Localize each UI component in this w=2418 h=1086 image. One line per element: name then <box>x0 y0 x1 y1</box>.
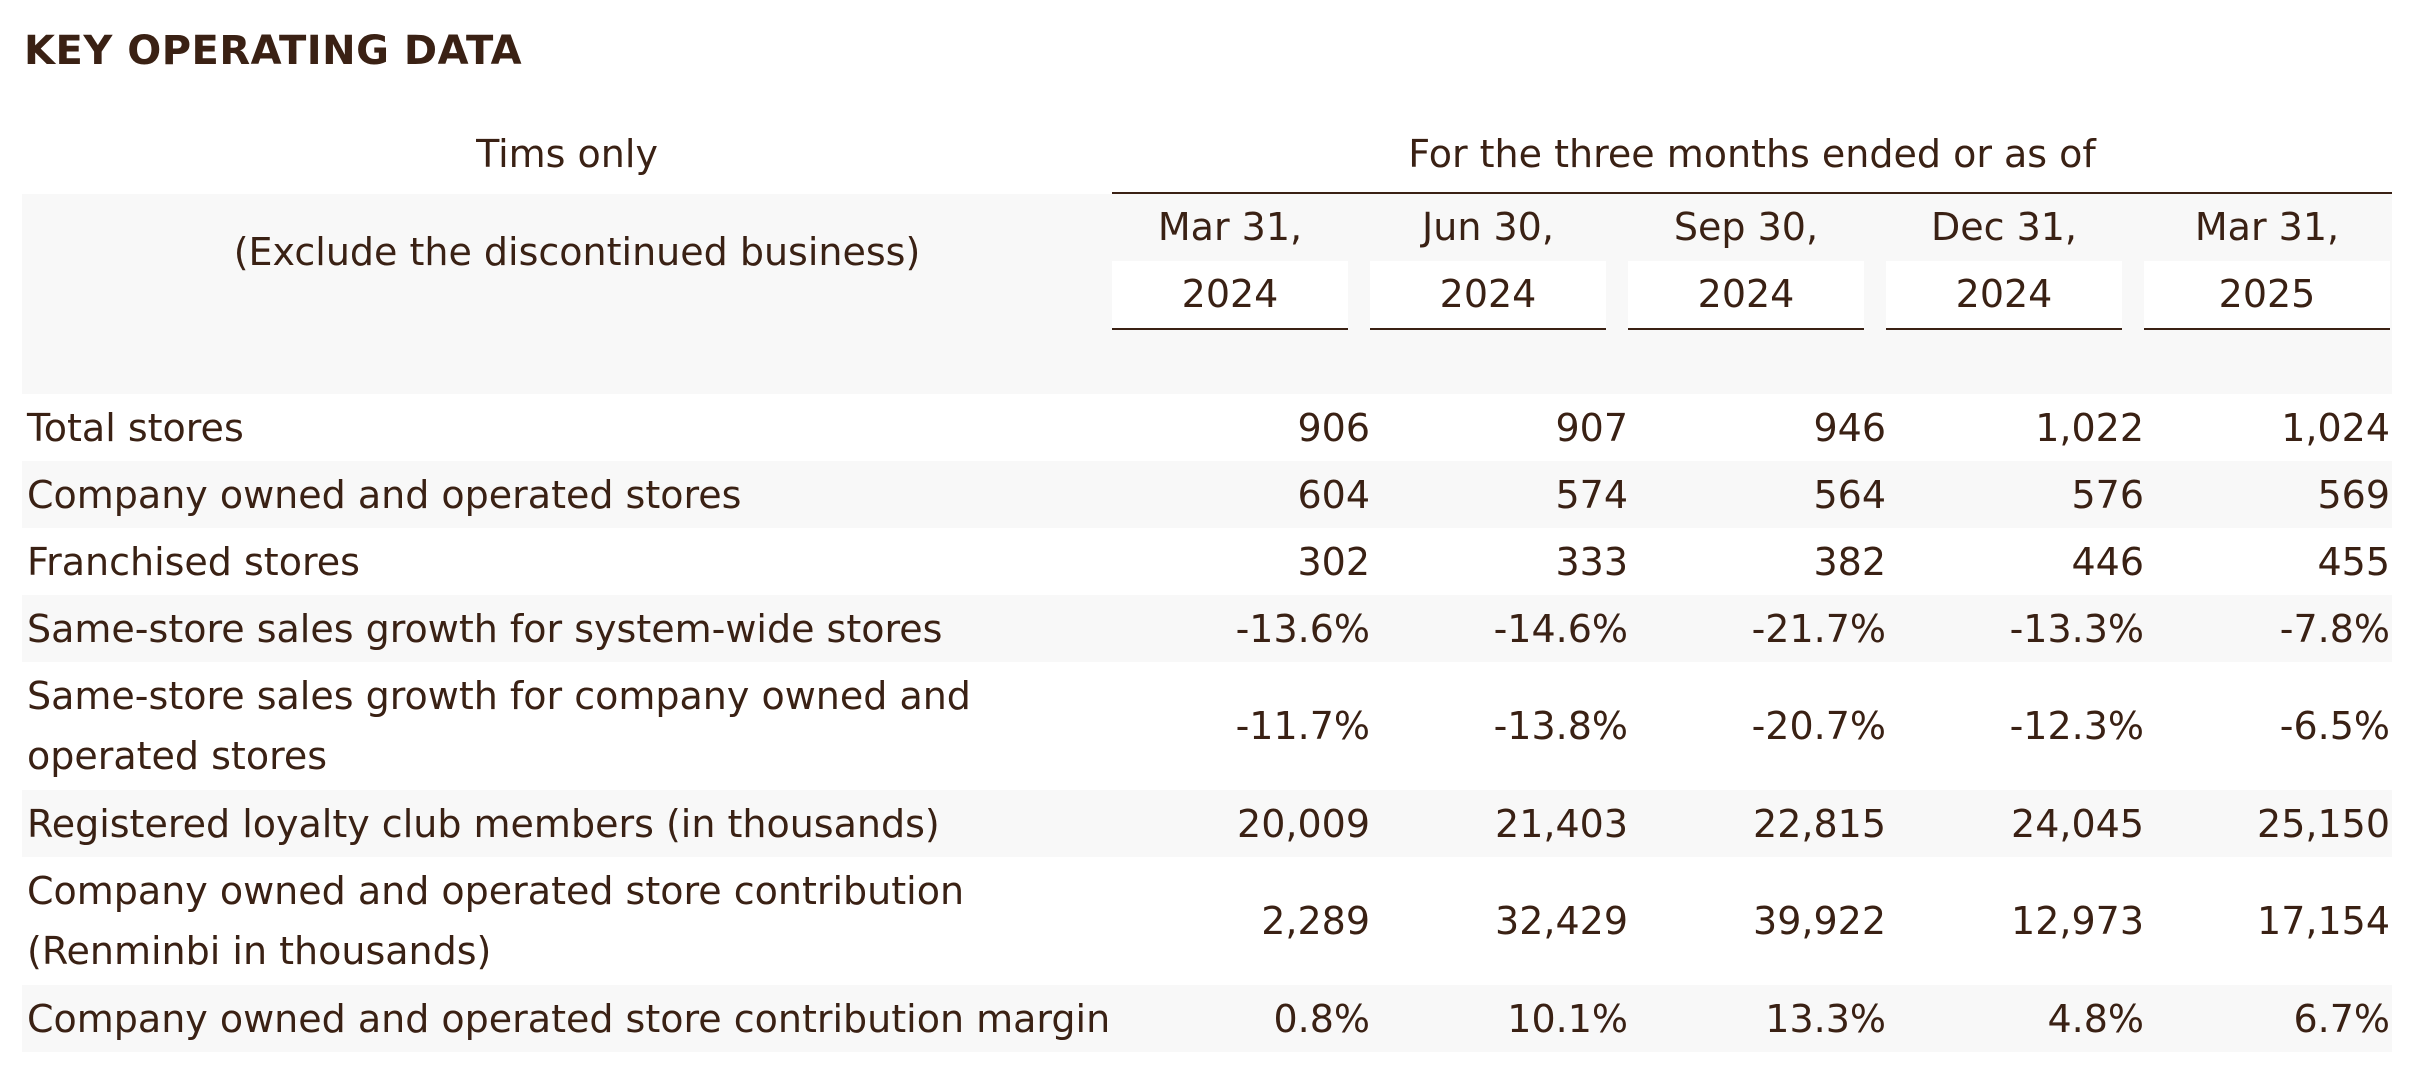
row-value: 21,403 <box>1495 801 1628 846</box>
table-row-total-stores: Total stores 906 907 946 1,022 1,024 <box>22 394 2392 461</box>
row-value: 2,289 <box>1261 899 1370 943</box>
row-value: 906 <box>1297 405 1370 450</box>
table-row-franchised-stores: Franchised stores 302 333 382 446 455 <box>22 528 2392 595</box>
row-value: 576 <box>2071 472 2144 517</box>
row-label: Total stores <box>27 405 244 450</box>
operating-data-table: Tims only For the three months ended or … <box>22 120 2392 1052</box>
exclude-note: (Exclude the discontinued business) <box>233 230 921 274</box>
row-value: 604 <box>1297 472 1370 517</box>
column-header-q2-2024: Jun 30, 2024 <box>1370 194 1606 330</box>
column-header-year: 2024 <box>1886 261 2122 328</box>
row-value: 446 <box>2071 539 2144 584</box>
row-value: 10.1% <box>1507 996 1628 1041</box>
column-header-date: Jun 30, <box>1422 205 1554 249</box>
tims-only-label: Tims only <box>476 132 658 176</box>
row-value: -20.7% <box>1751 704 1886 748</box>
table-row-sss-growth-system-wide: Same-store sales growth for system-wide … <box>22 595 2392 662</box>
table-row-sss-growth-company-owned: Same-store sales growth for company owne… <box>22 662 2392 790</box>
row-value: -12.3% <box>2009 704 2144 748</box>
row-value: 574 <box>1555 472 1628 517</box>
row-label: Company owned and operated stores <box>27 472 742 517</box>
row-value: 12,973 <box>2011 899 2144 943</box>
row-value: -6.5% <box>2279 704 2390 748</box>
row-value: 6.7% <box>2293 996 2390 1041</box>
column-header-year: 2024 <box>1628 261 1864 328</box>
row-value: 13.3% <box>1765 996 1886 1041</box>
column-header-date: Sep 30, <box>1673 205 1819 249</box>
row-value: 20,009 <box>1237 801 1370 846</box>
row-value: -13.3% <box>2009 606 2144 651</box>
column-header-q1-2025: Mar 31, 2025 <box>2144 194 2390 330</box>
row-value: 569 <box>2317 472 2390 517</box>
row-value: -21.7% <box>1751 606 1886 651</box>
header-rule <box>1112 192 2392 194</box>
row-value: 17,154 <box>2257 899 2390 943</box>
row-value: 1,022 <box>2035 405 2144 450</box>
column-header-date: Mar 31, <box>2194 205 2340 249</box>
row-value: -7.8% <box>2279 606 2390 651</box>
table-header-top: Tims only For the three months ended or … <box>22 120 2392 194</box>
row-value: 39,922 <box>1753 899 1886 943</box>
row-label: Same-store sales growth for system-wide … <box>27 606 943 651</box>
column-header-year: 2024 <box>1112 261 1348 328</box>
table-row-loyalty-members: Registered loyalty club members (in thou… <box>22 790 2392 857</box>
row-label: Franchised stores <box>27 539 360 584</box>
row-value: 4.8% <box>2047 996 2144 1041</box>
column-header-date: Mar 31, <box>1157 205 1303 249</box>
row-value: 302 <box>1297 539 1370 584</box>
row-label: Same-store sales growth for company owne… <box>27 674 971 778</box>
table-row-store-contribution: Company owned and operated store contrib… <box>22 857 2392 985</box>
row-value: -11.7% <box>1235 704 1370 748</box>
row-value: 1,024 <box>2281 405 2390 450</box>
row-label: Company owned and operated store contrib… <box>27 869 965 973</box>
table-row-contribution-margin: Company owned and operated store contrib… <box>22 985 2392 1052</box>
row-value: 24,045 <box>2011 801 2144 846</box>
page-title: KEY OPERATING DATA <box>24 28 523 74</box>
column-header-date: Dec 31, <box>1930 205 2078 249</box>
row-value: 25,150 <box>2257 801 2390 846</box>
row-value: -13.6% <box>1235 606 1370 651</box>
row-value: 22,815 <box>1753 801 1886 846</box>
row-value: 0.8% <box>1273 996 1370 1041</box>
row-value: 564 <box>1813 472 1886 517</box>
row-value: 455 <box>2317 539 2390 584</box>
column-header-q1-2024: Mar 31, 2024 <box>1112 194 1348 330</box>
row-value: -13.8% <box>1493 704 1628 748</box>
row-value: -14.6% <box>1493 606 1628 651</box>
row-value: 333 <box>1555 539 1628 584</box>
period-header: For the three months ended or as of <box>1408 132 2096 176</box>
row-value: 32,429 <box>1495 899 1628 943</box>
column-header-q3-2024: Sep 30, 2024 <box>1628 194 1864 330</box>
row-value: 946 <box>1813 405 1886 450</box>
row-value: 382 <box>1813 539 1886 584</box>
column-header-year: 2024 <box>1370 261 1606 328</box>
table-row-company-owned-stores: Company owned and operated stores 604 57… <box>22 461 2392 528</box>
column-header-q4-2024: Dec 31, 2024 <box>1886 194 2122 330</box>
table-header-dates: (Exclude the discontinued business) Mar … <box>22 194 2392 394</box>
row-value: 907 <box>1555 405 1628 450</box>
row-label: Company owned and operated store contrib… <box>27 996 1111 1041</box>
column-header-year: 2025 <box>2144 261 2390 328</box>
row-label: Registered loyalty club members (in thou… <box>27 801 940 846</box>
